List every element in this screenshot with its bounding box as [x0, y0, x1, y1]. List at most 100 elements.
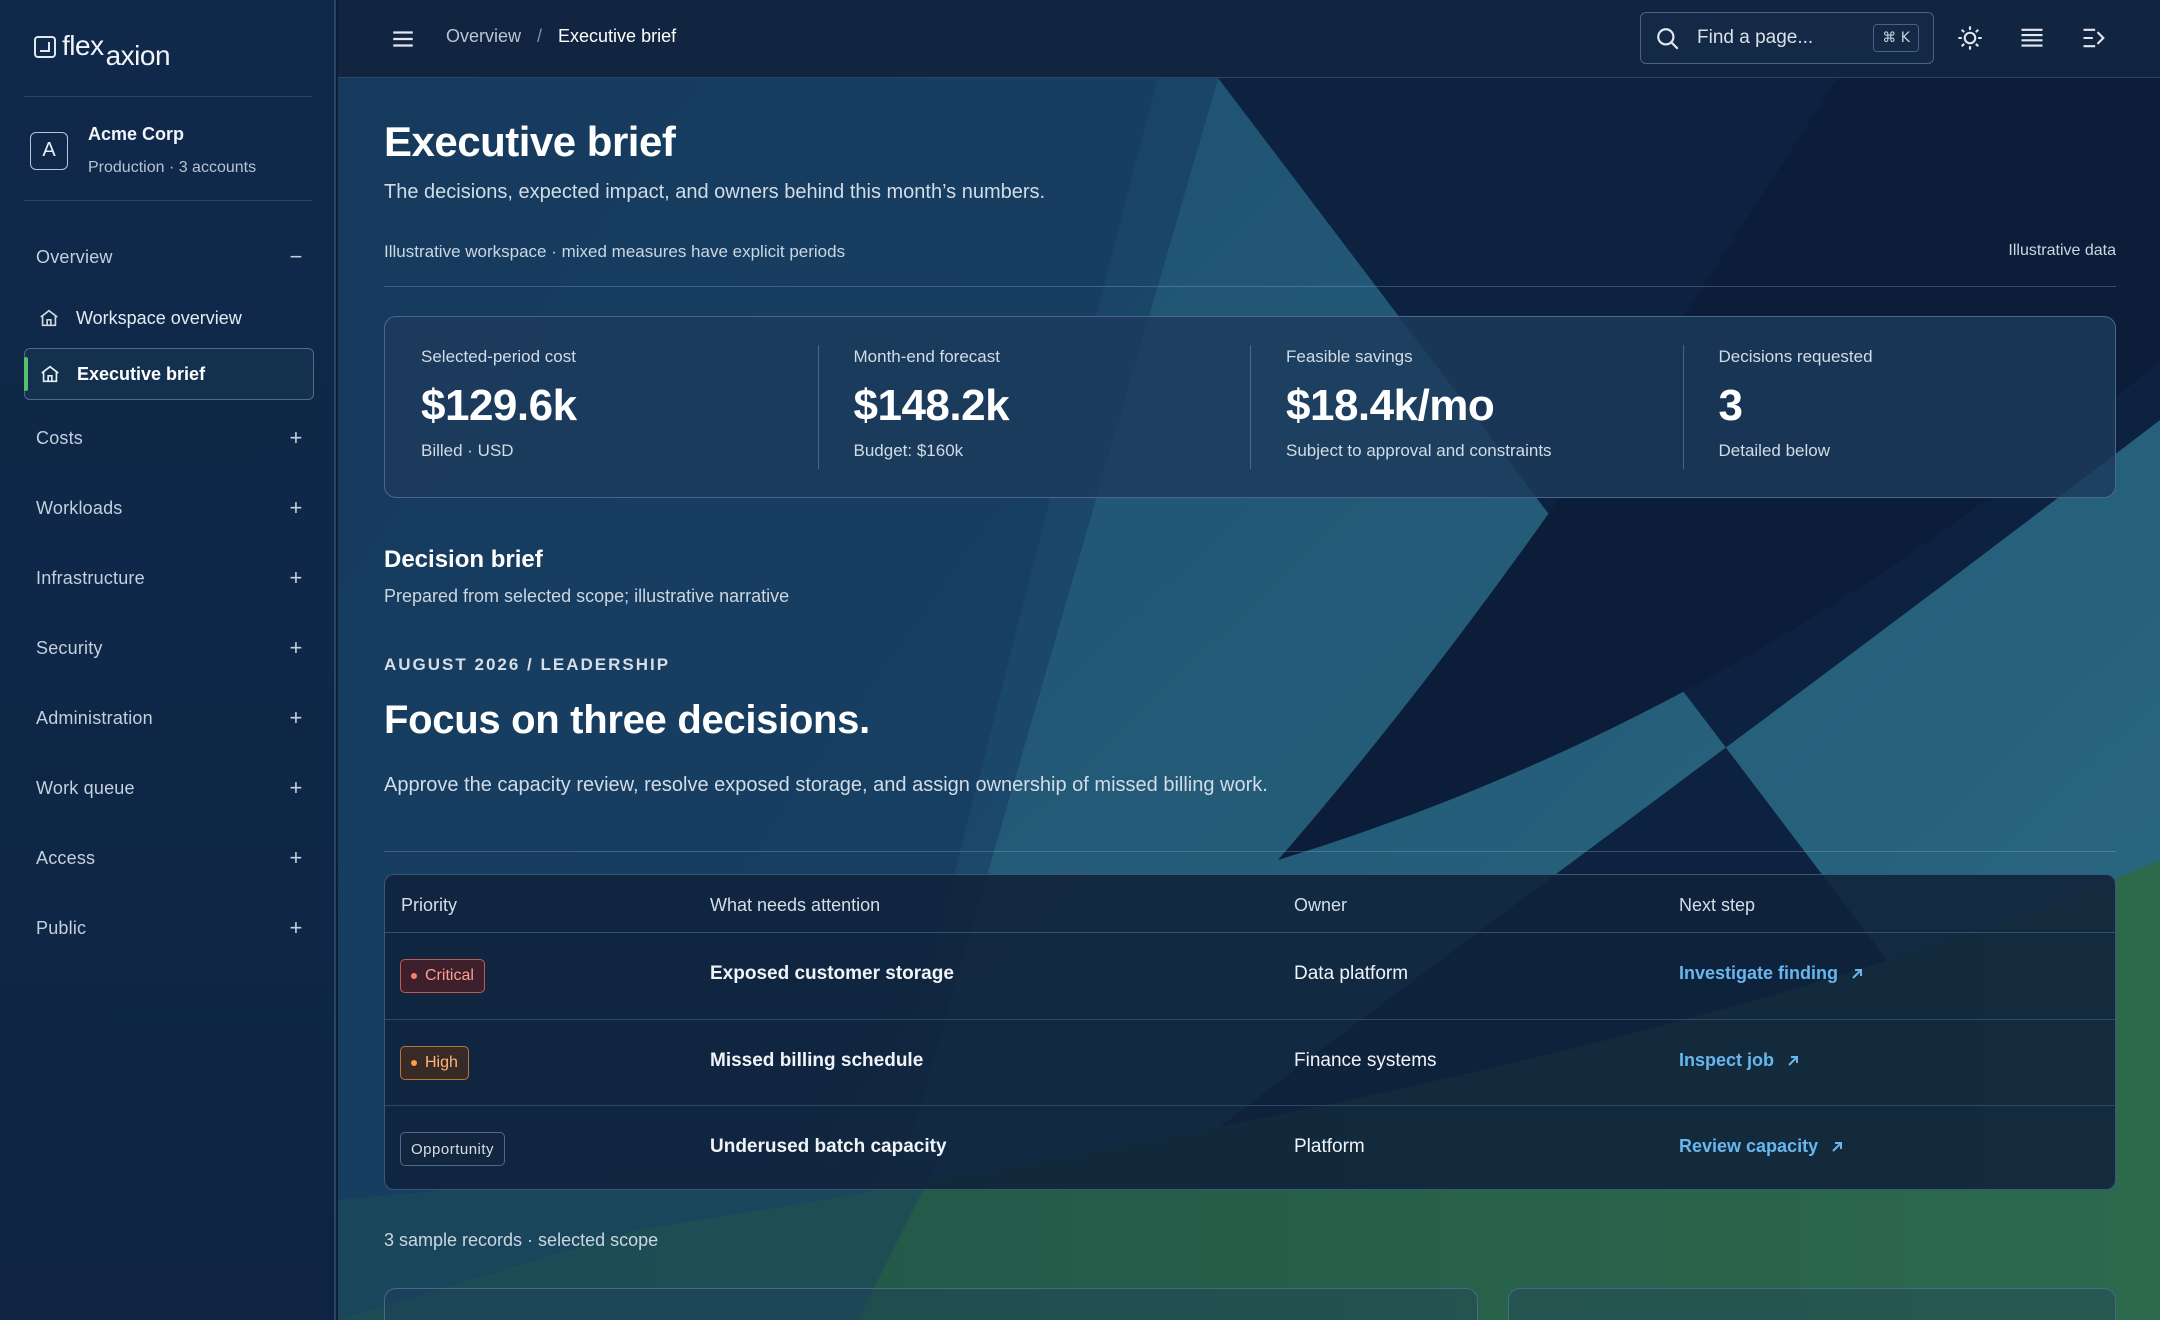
account-subtitle: Production · 3 accounts	[88, 159, 257, 176]
expand-plus-icon: +	[289, 425, 303, 450]
logo-text-flex: flex	[62, 30, 104, 61]
external-arrow-icon	[1832, 1141, 1843, 1152]
expand-plus-icon: +	[289, 565, 303, 590]
nav-section-costs[interactable]: Costs +	[36, 423, 306, 453]
kpi-note: Detailed below	[1718, 441, 1831, 460]
section-title: Decision brief	[384, 546, 543, 573]
kpi-feasible-savings: Feasible savings $18.4k/mo Subject to ap…	[1250, 317, 1683, 497]
kpi-selected-period-cost: Selected-period cost $129.6k Billed · US…	[385, 317, 818, 497]
external-arrow-icon	[1788, 1055, 1799, 1066]
expand-plus-icon: +	[289, 635, 303, 660]
priority-badge-critical: Critical	[400, 959, 485, 993]
sidebar-item-label: Workspace overview	[76, 307, 242, 328]
external-arrow-icon	[1852, 968, 1863, 979]
content-divider	[384, 286, 2116, 287]
status-dot-icon	[411, 1060, 417, 1066]
page-subtitle: The decisions, expected impact, and owne…	[384, 181, 1046, 203]
nav-section-label: Security	[36, 637, 103, 658]
investigate-finding-link[interactable]: Investigate finding	[1679, 963, 1864, 984]
nav-section-label: Overview	[36, 246, 113, 267]
sidebar-item-workspace-overview[interactable]: Workspace overview	[24, 292, 314, 344]
kpi-value: 3	[1718, 381, 1743, 430]
account-name: Acme Corp	[88, 124, 185, 144]
breadcrumb-current: Executive brief	[558, 26, 677, 46]
nav-section-work-queue[interactable]: Work queue +	[36, 773, 306, 803]
content-divider	[384, 851, 2116, 852]
owner: Platform	[1294, 1136, 1365, 1157]
kpi-note: Billed · USD	[421, 441, 514, 460]
nav-section-label: Infrastructure	[36, 567, 145, 588]
priority-label: Critical	[425, 967, 474, 984]
attention-item: Exposed customer storage	[710, 963, 954, 984]
page-title: Executive brief	[384, 118, 676, 165]
column-header-item: What needs attention	[710, 895, 881, 915]
review-capacity-link[interactable]: Review capacity	[1679, 1136, 1844, 1157]
column-header-priority: Priority	[401, 895, 458, 915]
priority-label: High	[425, 1054, 458, 1071]
account-switcher[interactable]: A Acme Corp Production · 3 accounts	[30, 124, 256, 177]
kpi-label: Feasible savings	[1286, 347, 1413, 366]
expand-plus-icon: +	[289, 705, 303, 730]
brief-lede: Approve the capacity review, resolve exp…	[384, 774, 1268, 796]
kpi-value: $129.6k	[421, 381, 577, 430]
kpi-value: $18.4k/mo	[1286, 381, 1495, 430]
account-avatar: A	[30, 131, 68, 170]
table-header: Priority What needs attention Owner Next…	[385, 875, 2115, 933]
nav-section-workloads[interactable]: Workloads +	[36, 493, 306, 523]
search-shortcut-hint: ⌘ K	[1873, 24, 1919, 52]
menu-hamburger-icon[interactable]	[390, 26, 416, 52]
link-label: Inspect job	[1679, 1050, 1775, 1070]
link-label: Investigate finding	[1679, 963, 1839, 983]
table-row: Opportunity Underused batch capacity Pla…	[385, 1105, 2115, 1189]
table-row: High Missed billing schedule Finance sys…	[385, 1019, 2115, 1105]
collapse-panel-icon[interactable]	[2080, 24, 2108, 52]
nav-section-label: Access	[36, 847, 96, 868]
attention-item: Underused batch capacity	[710, 1136, 947, 1157]
nav-section-infrastructure[interactable]: Infrastructure +	[36, 563, 306, 593]
nav-section-label: Administration	[36, 707, 153, 728]
owner: Finance systems	[1294, 1050, 1437, 1071]
breadcrumb: Overview / Executive brief	[446, 26, 676, 47]
section-subtitle: Prepared from selected scope; illustrati…	[384, 586, 790, 606]
search-input[interactable]: Find a page... ⌘ K	[1640, 12, 1934, 64]
expand-plus-icon: +	[289, 845, 303, 870]
sidebar-item-executive-brief[interactable]: Executive brief	[24, 348, 314, 400]
table-row: Critical Exposed customer storage Data p…	[385, 933, 2115, 1019]
sidebar: flex axion A Acme Corp Production · 3 ac…	[0, 0, 336, 1320]
kpi-note: Budget: $160k	[853, 441, 964, 460]
table-footer: 3 sample records · selected scope	[384, 1230, 659, 1250]
breadcrumb-separator: /	[537, 26, 543, 46]
expand-plus-icon: +	[289, 915, 303, 940]
collapse-minus-icon: −	[289, 244, 303, 269]
home-icon	[41, 365, 59, 383]
nav-section-security[interactable]: Security +	[36, 633, 306, 663]
nav-section-overview[interactable]: Overview −	[36, 242, 306, 272]
main-content: Overview / Executive brief Find a page..…	[338, 0, 2160, 1320]
brief-eyebrow: AUGUST 2026 / LEADERSHIP	[384, 655, 671, 674]
theme-sun-icon[interactable]	[1956, 24, 1984, 52]
search-placeholder: Find a page...	[1697, 27, 1814, 48]
card-panel	[384, 1288, 1478, 1320]
card-panel	[1508, 1288, 2116, 1320]
brief-headline: Focus on three decisions.	[384, 698, 870, 742]
inspect-job-link[interactable]: Inspect job	[1679, 1050, 1800, 1071]
nav-section-administration[interactable]: Administration +	[36, 703, 306, 733]
workspace-meta: Illustrative workspace · mixed measures …	[384, 242, 846, 261]
search-icon	[1657, 28, 1679, 50]
nav-section-label: Workloads	[36, 497, 123, 518]
sidebar-divider	[24, 96, 312, 97]
nav-section-public[interactable]: Public +	[36, 913, 306, 943]
kpi-label: Selected-period cost	[421, 347, 576, 366]
app-logo[interactable]: flex axion	[34, 30, 171, 71]
kpi-value: $148.2k	[853, 381, 1010, 430]
sidebar-divider	[24, 200, 312, 201]
column-header-owner: Owner	[1294, 895, 1348, 915]
priority-label: Opportunity	[411, 1140, 495, 1158]
data-disclaimer: Illustrative data	[2008, 242, 2116, 259]
nav-section-access[interactable]: Access +	[36, 843, 306, 873]
link-label: Review capacity	[1679, 1136, 1819, 1156]
logo-mark-icon	[34, 36, 56, 58]
list-view-icon[interactable]	[2018, 24, 2046, 52]
kpi-note: Subject to approval and constraints	[1286, 441, 1552, 460]
breadcrumb-overview[interactable]: Overview	[446, 26, 522, 46]
